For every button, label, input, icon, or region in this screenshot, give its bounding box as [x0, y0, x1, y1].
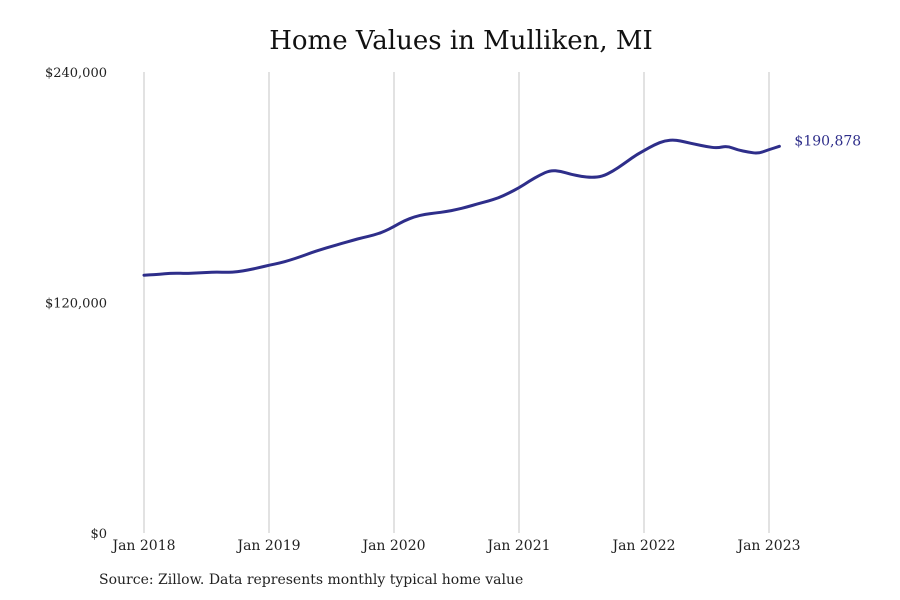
- x-tick-label: Jan 2020: [360, 538, 425, 554]
- chart-title: Home Values in Mulliken, MI: [269, 26, 653, 56]
- x-tick-label: Jan 2019: [235, 538, 300, 554]
- y-tick-label: $120,000: [45, 297, 107, 312]
- y-tick-label: $240,000: [45, 66, 107, 81]
- source-note: Source: Zillow. Data represents monthly …: [99, 572, 524, 588]
- x-tick-label: Jan 2018: [110, 538, 175, 554]
- home-value-line: [142, 138, 781, 277]
- x-tick-label: Jan 2021: [485, 538, 550, 554]
- end-value-label: $190,878: [794, 133, 861, 149]
- x-axis-ticks: Jan 2018 Jan 2019 Jan 2020 Jan 2021 Jan 2022…: [110, 538, 800, 554]
- gridlines: [143, 72, 770, 533]
- y-axis-ticks: $0 $120,000 $240,000: [45, 66, 107, 542]
- x-tick-label: Jan 2022: [610, 538, 675, 554]
- x-tick-label: Jan 2023: [735, 538, 800, 554]
- y-tick-label: $0: [90, 527, 107, 542]
